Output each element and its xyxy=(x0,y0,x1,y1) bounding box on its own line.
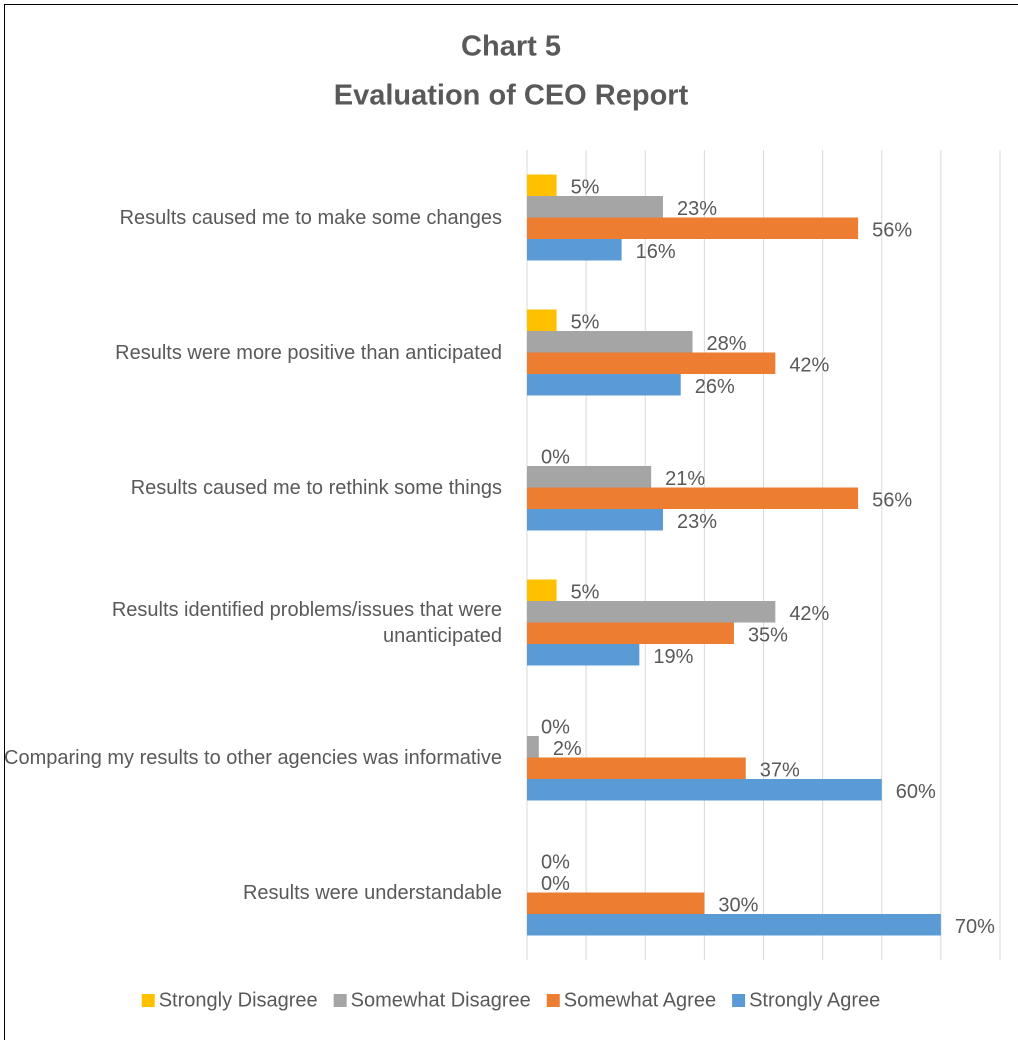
category-label: Results caused me to make some changes xyxy=(119,206,502,229)
value-label: 5% xyxy=(571,177,600,199)
legend-label: Strongly Disagree xyxy=(159,989,318,1011)
value-label: 21% xyxy=(665,468,705,490)
legend-label: Strongly Agree xyxy=(749,989,880,1011)
legend-swatch xyxy=(333,994,347,1007)
value-label: 56% xyxy=(872,220,912,242)
bar xyxy=(527,217,859,239)
value-label: 0% xyxy=(541,852,570,874)
category-label: Results were understandable xyxy=(242,881,502,904)
chart-title: Evaluation of CEO Report xyxy=(334,80,689,112)
value-label: 35% xyxy=(748,625,788,647)
bar xyxy=(527,174,557,196)
category-label: Results caused me to rethink some things xyxy=(130,476,502,499)
category-label: Results identified problems/issues that … xyxy=(111,598,502,647)
bar xyxy=(527,309,557,331)
value-label: 23% xyxy=(677,198,717,220)
value-label: 70% xyxy=(955,916,995,938)
bar xyxy=(527,914,941,936)
value-label: 23% xyxy=(677,511,717,533)
value-label: 16% xyxy=(636,241,676,263)
bar xyxy=(527,352,776,374)
bar xyxy=(527,331,693,353)
value-label: 37% xyxy=(760,760,800,782)
legend-label: Somewhat Agree xyxy=(564,989,716,1011)
bar xyxy=(527,622,734,644)
value-label: 5% xyxy=(571,582,600,604)
chart-title: Chart 5 xyxy=(461,31,561,63)
value-label: 2% xyxy=(553,738,582,760)
value-label: 30% xyxy=(718,895,758,917)
bar xyxy=(527,736,539,758)
value-label: 0% xyxy=(541,717,570,739)
legend-swatch xyxy=(141,994,155,1007)
legend-swatch xyxy=(546,994,560,1007)
category-label: Results were more positive than anticipa… xyxy=(115,341,502,364)
bar xyxy=(527,601,776,623)
value-label: 42% xyxy=(789,603,829,625)
value-label: 60% xyxy=(896,781,936,803)
bar xyxy=(527,757,746,779)
bar xyxy=(527,487,859,509)
value-label: 0% xyxy=(541,447,570,469)
legend-swatch xyxy=(732,994,746,1007)
bar xyxy=(527,196,663,218)
value-label: 5% xyxy=(571,312,600,334)
bar xyxy=(527,579,557,601)
bar xyxy=(527,239,622,261)
value-label: 0% xyxy=(541,873,570,895)
value-label: 42% xyxy=(789,355,829,377)
bar xyxy=(527,374,681,396)
bar xyxy=(527,644,640,666)
bar xyxy=(527,509,663,531)
bar xyxy=(527,466,652,488)
value-label: 56% xyxy=(872,490,912,512)
chart-frame xyxy=(4,4,1018,1040)
value-label: 19% xyxy=(653,646,693,668)
value-label: 28% xyxy=(707,333,747,355)
bar xyxy=(527,892,705,914)
value-label: 26% xyxy=(695,376,735,398)
legend-label: Somewhat Disagree xyxy=(351,989,531,1011)
category-label: Comparing my results to other agencies w… xyxy=(4,746,502,769)
bar xyxy=(527,779,882,801)
